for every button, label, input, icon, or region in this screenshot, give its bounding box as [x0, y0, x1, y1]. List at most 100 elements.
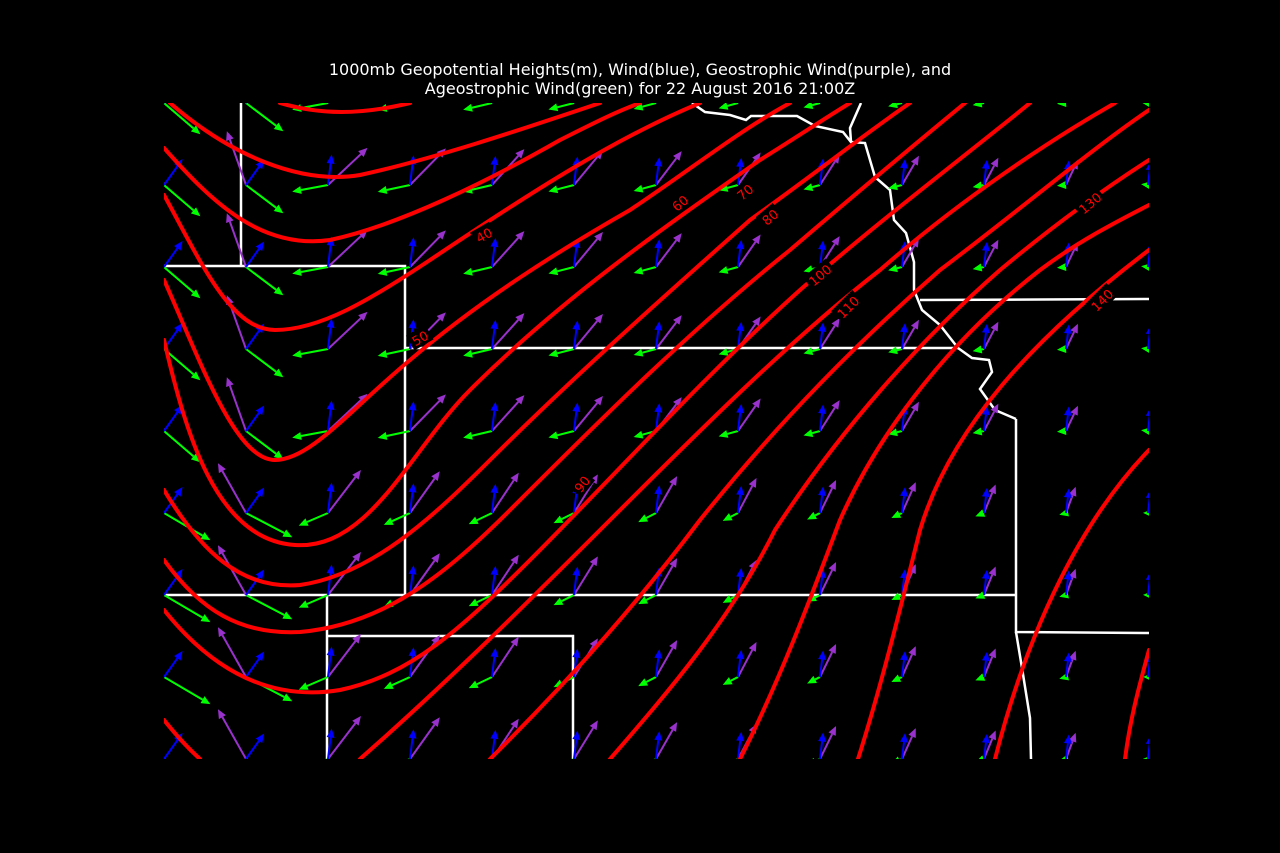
- ageostrophic-wind-arrow-shaft: [471, 184, 493, 191]
- ageostrophic-wind-arrow-shaft: [245, 430, 277, 455]
- ageostrophic-wind-arrow-head: [553, 515, 564, 524]
- geostrophic-wind-arrow-head: [136, 706, 144, 716]
- ageostrophic-wind-arrow-shaft: [811, 103, 821, 107]
- ageostrophic-wind-arrow-head: [190, 371, 201, 381]
- geostrophic-wind-arrow-head: [1151, 326, 1158, 336]
- ageostrophic-wind-arrow-shaft: [245, 594, 285, 616]
- geostrophic-wind-arrow-head: [226, 213, 234, 224]
- geostrophic-wind-arrow-head: [515, 67, 524, 76]
- state-boundaries: [164, 103, 1149, 759]
- wind-arrow-shaft: [983, 742, 987, 759]
- geostrophic-wind-arrow-shaft: [655, 157, 678, 186]
- geostrophic-wind-arrow-head: [217, 627, 226, 638]
- ageostrophic-wind-arrow-head: [975, 591, 986, 599]
- geostrophic-wind-arrow-head: [831, 72, 839, 82]
- ageostrophic-wind-arrow-shaft: [727, 430, 739, 435]
- geostrophic-wind-arrow-head: [515, 231, 525, 241]
- ageostrophic-wind-arrow-shaft: [164, 430, 195, 458]
- geostrophic-wind-arrow-head: [510, 636, 519, 647]
- wind-arrow-head: [326, 154, 335, 164]
- ageostrophic-wind-arrow-head: [377, 186, 388, 194]
- geostrophic-wind-arrow-shaft: [819, 569, 834, 596]
- ageostrophic-wind-arrow-head: [292, 186, 302, 194]
- ageostrophic-wind-arrow-shaft: [245, 348, 277, 373]
- geostrophic-wind-arrow-shaft: [983, 247, 996, 268]
- wind-arrow-head: [818, 486, 827, 496]
- wind-arrow-shaft: [573, 493, 578, 514]
- wind-arrow-head: [1145, 328, 1149, 335]
- wind-arrow-head: [736, 485, 745, 496]
- wind-arrow-head: [326, 728, 335, 738]
- wind-arrow-shaft: [327, 655, 332, 678]
- height-contour: [164, 103, 1032, 695]
- wind-arrow-shaft: [1065, 415, 1069, 432]
- geostrophic-wind-arrow-head: [352, 551, 361, 562]
- wind-arrow-shaft: [984, 103, 986, 104]
- geostrophic-wind-arrow-shaft: [149, 54, 164, 103]
- ageostrophic-wind-arrow-head: [463, 103, 473, 112]
- wind-arrow-shaft: [245, 412, 260, 432]
- ageostrophic-wind-arrow-head: [888, 103, 898, 109]
- geostrophic-wind-arrow-head: [673, 69, 682, 79]
- geostrophic-wind-arrow-shaft: [491, 319, 520, 350]
- contour-label: 40: [474, 226, 496, 247]
- geostrophic-wind-arrow-head: [436, 312, 446, 322]
- ageostrophic-wind-arrow-head: [888, 264, 898, 273]
- geostrophic-wind-arrow-shaft: [327, 558, 357, 596]
- wind-arrow-head: [818, 650, 827, 660]
- geostrophic-wind-arrow-head: [910, 319, 919, 330]
- wind-arrow-shaft: [491, 410, 496, 432]
- geostrophic-wind-arrow-head: [831, 318, 840, 328]
- wind-arrow-head: [408, 319, 417, 329]
- geostrophic-wind-arrow-head: [145, 128, 153, 138]
- wind-arrow-head: [654, 731, 663, 741]
- wind-arrow-shaft: [901, 660, 906, 678]
- contour-label-knockout: [755, 203, 784, 231]
- ageostrophic-wind-arrow-head: [200, 696, 211, 705]
- wind-arrow-head: [981, 159, 990, 170]
- height-contour: [164, 103, 852, 548]
- ageostrophic-wind-arrow-shaft: [306, 676, 329, 687]
- wind-arrow-head: [1063, 652, 1072, 662]
- wind-arrow-head: [818, 404, 827, 414]
- ageostrophic-wind-arrow-shaft: [645, 676, 657, 683]
- geostrophic-wind-arrow-shaft: [901, 245, 916, 268]
- wind-arrow-head: [736, 731, 745, 742]
- wind-arrow-shaft: [1147, 415, 1149, 432]
- ageostrophic-wind-arrow-shaft: [896, 184, 903, 188]
- geostrophic-wind-arrow-head: [673, 315, 682, 325]
- contour-label-knockout: [405, 324, 434, 351]
- ageostrophic-wind-arrow-shaft: [899, 512, 903, 516]
- wind-arrow-shaft: [1148, 103, 1149, 104]
- geostrophic-wind-arrow-shaft: [328, 103, 330, 104]
- ageostrophic-wind-arrow-shaft: [245, 512, 285, 534]
- geostrophic-wind-arrow-shaft: [820, 103, 822, 104]
- wind-arrow-head: [572, 730, 581, 740]
- wind-arrow-shaft: [1065, 661, 1069, 678]
- ageostrophic-wind-arrow-head: [468, 516, 479, 525]
- height-contour: [164, 103, 642, 244]
- geostrophic-wind-arrow-shaft: [655, 321, 678, 350]
- wind-arrow-head: [900, 569, 909, 579]
- wind-arrow-shaft: [1065, 333, 1069, 350]
- ageostrophic-wind-arrow-shaft: [814, 594, 821, 599]
- ageostrophic-wind-arrow-head: [891, 510, 902, 519]
- geostrophic-wind-arrow-shaft: [1066, 103, 1068, 104]
- geostrophic-wind-arrow-shaft: [164, 427, 165, 431]
- wind-arrow-shaft: [327, 245, 332, 268]
- geostrophic-wind-arrow-head: [669, 640, 678, 650]
- geostrophic-wind-arrow-head: [145, 374, 153, 384]
- geostrophic-wind-arrow-shaft: [164, 592, 165, 595]
- geostrophic-wind-arrow-head: [908, 728, 916, 739]
- geostrophic-wind-arrow-head: [1149, 489, 1157, 499]
- geostrophic-wind-arrow-head: [1151, 408, 1158, 418]
- wind-arrow-head: [490, 74, 498, 83]
- geostrophic-wind-arrow-head: [358, 147, 368, 157]
- geostrophic-wind-arrow-shaft: [409, 236, 441, 268]
- wind-arrow-shaft: [245, 166, 260, 186]
- wind-arrow-shaft: [573, 575, 578, 596]
- geostrophic-wind-arrow-head: [436, 230, 446, 240]
- ageostrophic-wind-arrow-head: [812, 757, 814, 759]
- ageostrophic-wind-arrow-shaft: [727, 266, 739, 271]
